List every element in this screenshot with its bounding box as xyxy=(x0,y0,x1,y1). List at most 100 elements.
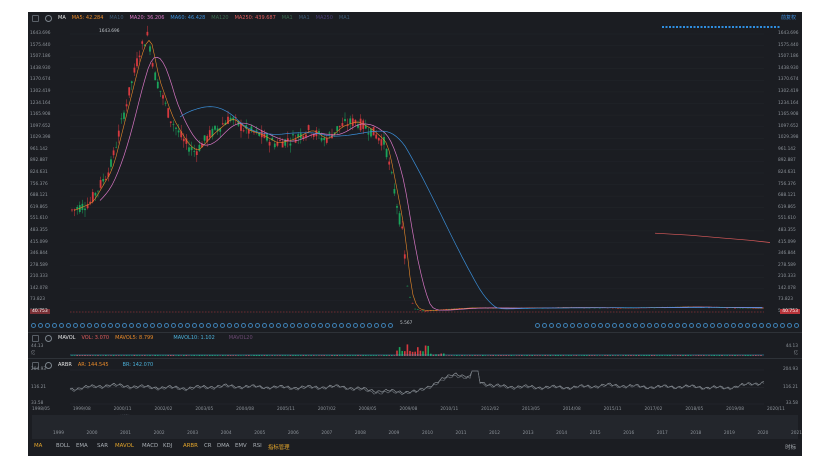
toggle-checkbox-icon[interactable] xyxy=(32,14,39,22)
event-marker-icon[interactable] xyxy=(227,323,232,328)
event-marker-icon[interactable] xyxy=(248,323,253,328)
tab-rsi[interactable]: RSI xyxy=(253,443,262,449)
event-marker-icon[interactable] xyxy=(108,323,113,328)
event-marker-icon[interactable] xyxy=(311,323,316,328)
toggle-checkbox-icon[interactable] xyxy=(32,361,39,369)
tab-macd[interactable]: MACD xyxy=(142,443,159,449)
event-marker-icon[interactable] xyxy=(654,323,659,328)
toggle-checkbox-icon[interactable] xyxy=(32,334,39,342)
event-marker-icon[interactable] xyxy=(80,323,85,328)
event-marker-icon[interactable] xyxy=(745,323,750,328)
tab-arbr[interactable]: ARBR xyxy=(183,443,198,449)
event-marker-icon[interactable] xyxy=(192,323,197,328)
event-marker-icon[interactable] xyxy=(31,323,36,328)
event-marker-icon[interactable] xyxy=(640,323,645,328)
vol-label[interactable]: VOL: 3.070 xyxy=(81,335,110,341)
event-marker-icon[interactable] xyxy=(794,323,799,328)
event-marker-icon[interactable] xyxy=(619,323,624,328)
event-marker-icon[interactable] xyxy=(577,323,582,328)
event-marker-icon[interactable] xyxy=(220,323,225,328)
event-marker-icon[interactable] xyxy=(269,323,274,328)
ma10-label[interactable]: MA10 xyxy=(109,15,124,21)
time-scale-button[interactable]: 时标 xyxy=(785,445,796,451)
event-marker-icon[interactable] xyxy=(255,323,260,328)
event-marker-icon[interactable] xyxy=(689,323,694,328)
tab-emv[interactable]: EMV xyxy=(235,443,247,449)
event-marker-icon[interactable] xyxy=(290,323,295,328)
event-marker-icon[interactable] xyxy=(570,323,575,328)
event-marker-icon[interactable] xyxy=(115,323,120,328)
event-marker-icon[interactable] xyxy=(696,323,701,328)
ma250-label[interactable]: MA250: 439.687 xyxy=(234,15,276,21)
event-marker-icon[interactable] xyxy=(150,323,155,328)
event-marker-icon[interactable] xyxy=(710,323,715,328)
event-marker-icon[interactable] xyxy=(129,323,134,328)
ma-extra-d-label[interactable]: MA1 xyxy=(338,15,350,21)
event-marker-icon[interactable] xyxy=(66,323,71,328)
tab-kdj[interactable]: KDJ xyxy=(163,443,173,449)
event-marker-icon[interactable] xyxy=(766,323,771,328)
event-marker-icon[interactable] xyxy=(591,323,596,328)
event-marker-icon[interactable] xyxy=(633,323,638,328)
event-marker-icon[interactable] xyxy=(605,323,610,328)
ma5-label[interactable]: MA5: 42.284 xyxy=(71,15,104,21)
event-marker-icon[interactable] xyxy=(122,323,127,328)
event-marker-icon[interactable] xyxy=(297,323,302,328)
event-marker-icon[interactable] xyxy=(94,323,99,328)
event-marker-icon[interactable] xyxy=(661,323,666,328)
event-marker-icon[interactable] xyxy=(164,323,169,328)
chart-canvas[interactable] xyxy=(28,12,802,456)
tab-dma[interactable]: DMA xyxy=(217,443,230,449)
event-marker-icon[interactable] xyxy=(283,323,288,328)
event-marker-icon[interactable] xyxy=(675,323,680,328)
event-marker-icon[interactable] xyxy=(535,323,540,328)
event-marker-icon[interactable] xyxy=(339,323,344,328)
event-marker-icon[interactable] xyxy=(276,323,281,328)
event-marker-icon[interactable] xyxy=(52,323,57,328)
event-marker-icon[interactable] xyxy=(626,323,631,328)
event-marker-icon[interactable] xyxy=(185,323,190,328)
event-marker-icon[interactable] xyxy=(241,323,246,328)
event-marker-icon[interactable] xyxy=(206,323,211,328)
event-marker-icon[interactable] xyxy=(549,323,554,328)
event-marker-icon[interactable] xyxy=(717,323,722,328)
event-marker-icon[interactable] xyxy=(157,323,162,328)
settings-icon[interactable] xyxy=(45,334,52,342)
event-marker-icon[interactable] xyxy=(87,323,92,328)
ma-extra-c-label[interactable]: MA250 xyxy=(315,15,333,21)
event-marker-icon[interactable] xyxy=(346,323,351,328)
tab-ma[interactable]: MA xyxy=(34,443,43,449)
event-marker-icon[interactable] xyxy=(381,323,386,328)
event-marker-icon[interactable] xyxy=(563,323,568,328)
tab-mavol[interactable]: MAVOL xyxy=(115,443,134,449)
event-marker-icon[interactable] xyxy=(738,323,743,328)
mavol5-label[interactable]: MAVOL5: 8.799 xyxy=(115,335,154,341)
tab-indicator-manage[interactable]: 指标管理 xyxy=(268,445,290,451)
event-marker-icon[interactable] xyxy=(262,323,267,328)
event-marker-icon[interactable] xyxy=(542,323,547,328)
event-marker-icon[interactable] xyxy=(213,323,218,328)
event-marker-icon[interactable] xyxy=(374,323,379,328)
event-marker-icon[interactable] xyxy=(703,323,708,328)
event-marker-icon[interactable] xyxy=(647,323,652,328)
event-marker-icon[interactable] xyxy=(787,323,792,328)
event-marker-icon[interactable] xyxy=(556,323,561,328)
event-marker-icon[interactable] xyxy=(59,323,64,328)
event-marker-icon[interactable] xyxy=(73,323,78,328)
event-marker-icon[interactable] xyxy=(199,323,204,328)
adjust-mode-button[interactable]: 前复权 xyxy=(780,15,796,21)
tab-sar[interactable]: SAR xyxy=(97,443,108,449)
event-marker-icon[interactable] xyxy=(143,323,148,328)
event-marker-icon[interactable] xyxy=(598,323,603,328)
event-marker-icon[interactable] xyxy=(773,323,778,328)
event-marker-icon[interactable] xyxy=(752,323,757,328)
settings-icon[interactable] xyxy=(45,14,52,22)
ma120-label[interactable]: MA120 xyxy=(211,15,229,21)
event-marker-icon[interactable] xyxy=(171,323,176,328)
event-markers-left[interactable] xyxy=(31,323,393,329)
event-marker-icon[interactable] xyxy=(367,323,372,328)
event-marker-icon[interactable] xyxy=(759,323,764,328)
settings-icon[interactable] xyxy=(45,361,52,369)
event-marker-icon[interactable] xyxy=(234,323,239,328)
event-marker-icon[interactable] xyxy=(353,323,358,328)
